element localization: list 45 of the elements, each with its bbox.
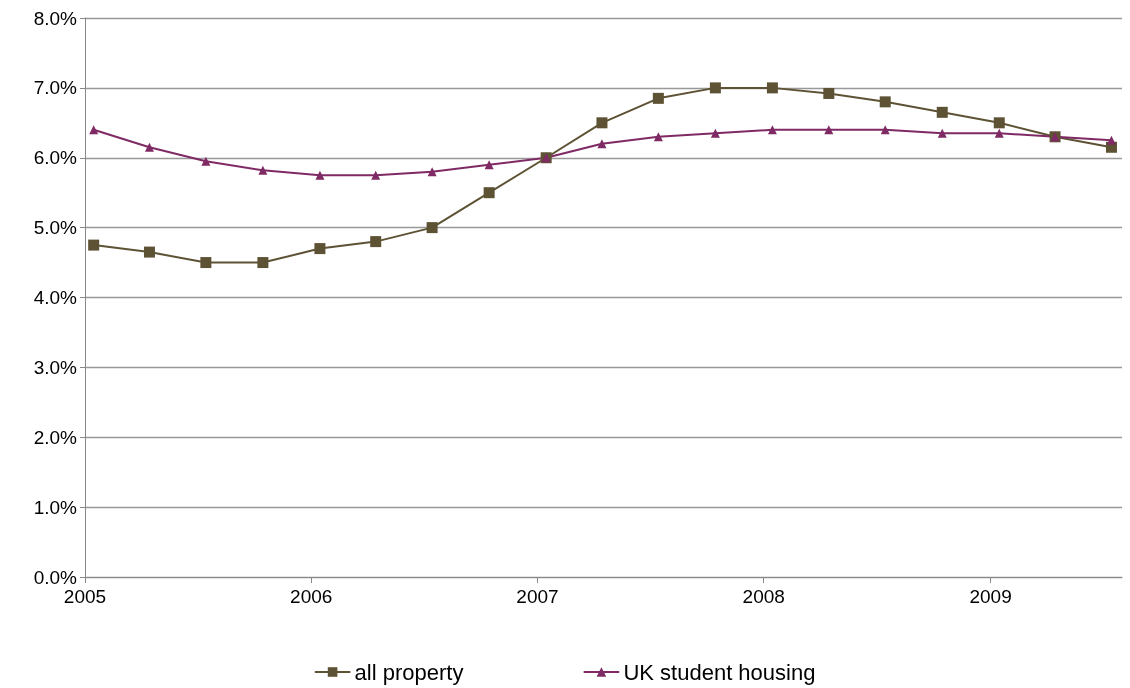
x-tick-label: 2005 <box>63 586 107 607</box>
y-tick-label: 3.0% <box>33 356 78 378</box>
point <box>652 92 664 104</box>
point <box>483 187 495 199</box>
y-tick-label: 7.0% <box>33 77 78 99</box>
point <box>144 142 154 152</box>
y-tick-label: 4.0% <box>33 287 78 308</box>
x-tick-label: 2008 <box>742 586 785 607</box>
point <box>879 96 891 108</box>
y-tick-label: 6.0% <box>33 147 78 169</box>
point <box>200 257 212 269</box>
point <box>936 106 948 118</box>
point <box>823 87 835 99</box>
point <box>426 222 438 234</box>
point <box>143 246 155 258</box>
point <box>710 128 720 138</box>
point <box>597 139 607 149</box>
x-tick-label: 2006 <box>290 586 333 607</box>
point <box>257 257 269 269</box>
point <box>993 117 1005 129</box>
point <box>315 170 325 180</box>
legend-label: all property <box>354 659 464 685</box>
point <box>596 117 608 129</box>
point <box>767 125 777 135</box>
point <box>314 243 326 255</box>
point <box>709 82 721 94</box>
y-tick-label: 8.0% <box>33 7 78 29</box>
point <box>370 236 382 248</box>
y-tick-label: 1.0% <box>33 496 78 518</box>
point <box>766 82 778 94</box>
point <box>88 239 100 251</box>
point <box>994 128 1004 138</box>
point <box>427 167 437 177</box>
point <box>201 156 211 166</box>
point <box>484 160 494 170</box>
legend-label: UK student housing <box>623 659 816 685</box>
y-tick-label: 2.0% <box>33 426 78 448</box>
x-tick-label: 2007 <box>516 586 559 607</box>
point <box>937 128 947 138</box>
x-tick-label: 2009 <box>969 586 1012 607</box>
y-tick-label: 0.0% <box>33 566 78 588</box>
y-tick-label: 5.0% <box>33 217 78 239</box>
point <box>371 170 381 180</box>
point <box>1106 135 1116 145</box>
point <box>258 165 268 175</box>
